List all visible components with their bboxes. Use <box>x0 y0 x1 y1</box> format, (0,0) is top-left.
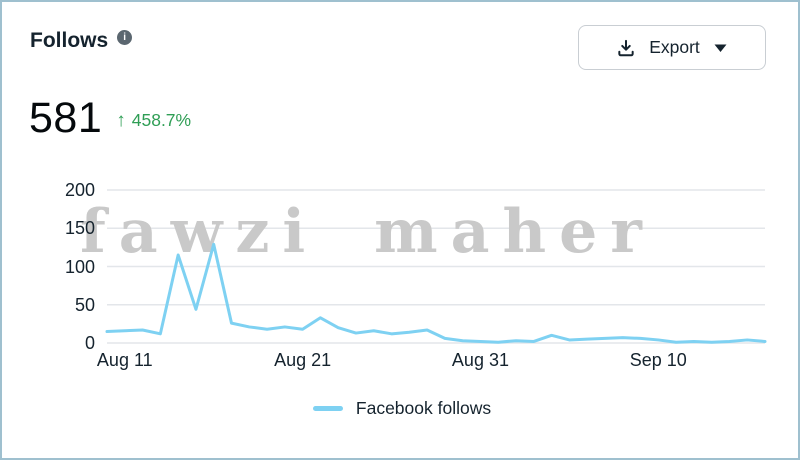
panel-header: Follows i <box>30 29 133 52</box>
chart-gridlines <box>107 189 765 344</box>
watermark: fawzi maher <box>80 197 655 267</box>
page-title: Follows <box>30 29 109 52</box>
metric-change: 458.7% <box>131 110 192 130</box>
metric-value: 581 <box>29 94 103 142</box>
trend-up-icon: ↑ <box>116 109 126 131</box>
download-icon <box>616 38 636 58</box>
export-label: Export <box>649 37 700 57</box>
legend: Facebook follows <box>2 398 798 419</box>
follows-chart: fawzi maher 0 50 100 150 200 Aug 11 Aug 21 Aug… <box>2 174 798 384</box>
chart-line <box>105 242 767 344</box>
metric-row: 581 ↑ 458.7% <box>29 94 191 143</box>
legend-swatch <box>312 406 343 411</box>
info-icon[interactable]: i <box>117 30 133 45</box>
chevron-down-icon <box>713 43 728 53</box>
export-button[interactable]: Export <box>578 25 766 70</box>
legend-label: Facebook follows <box>355 398 492 418</box>
